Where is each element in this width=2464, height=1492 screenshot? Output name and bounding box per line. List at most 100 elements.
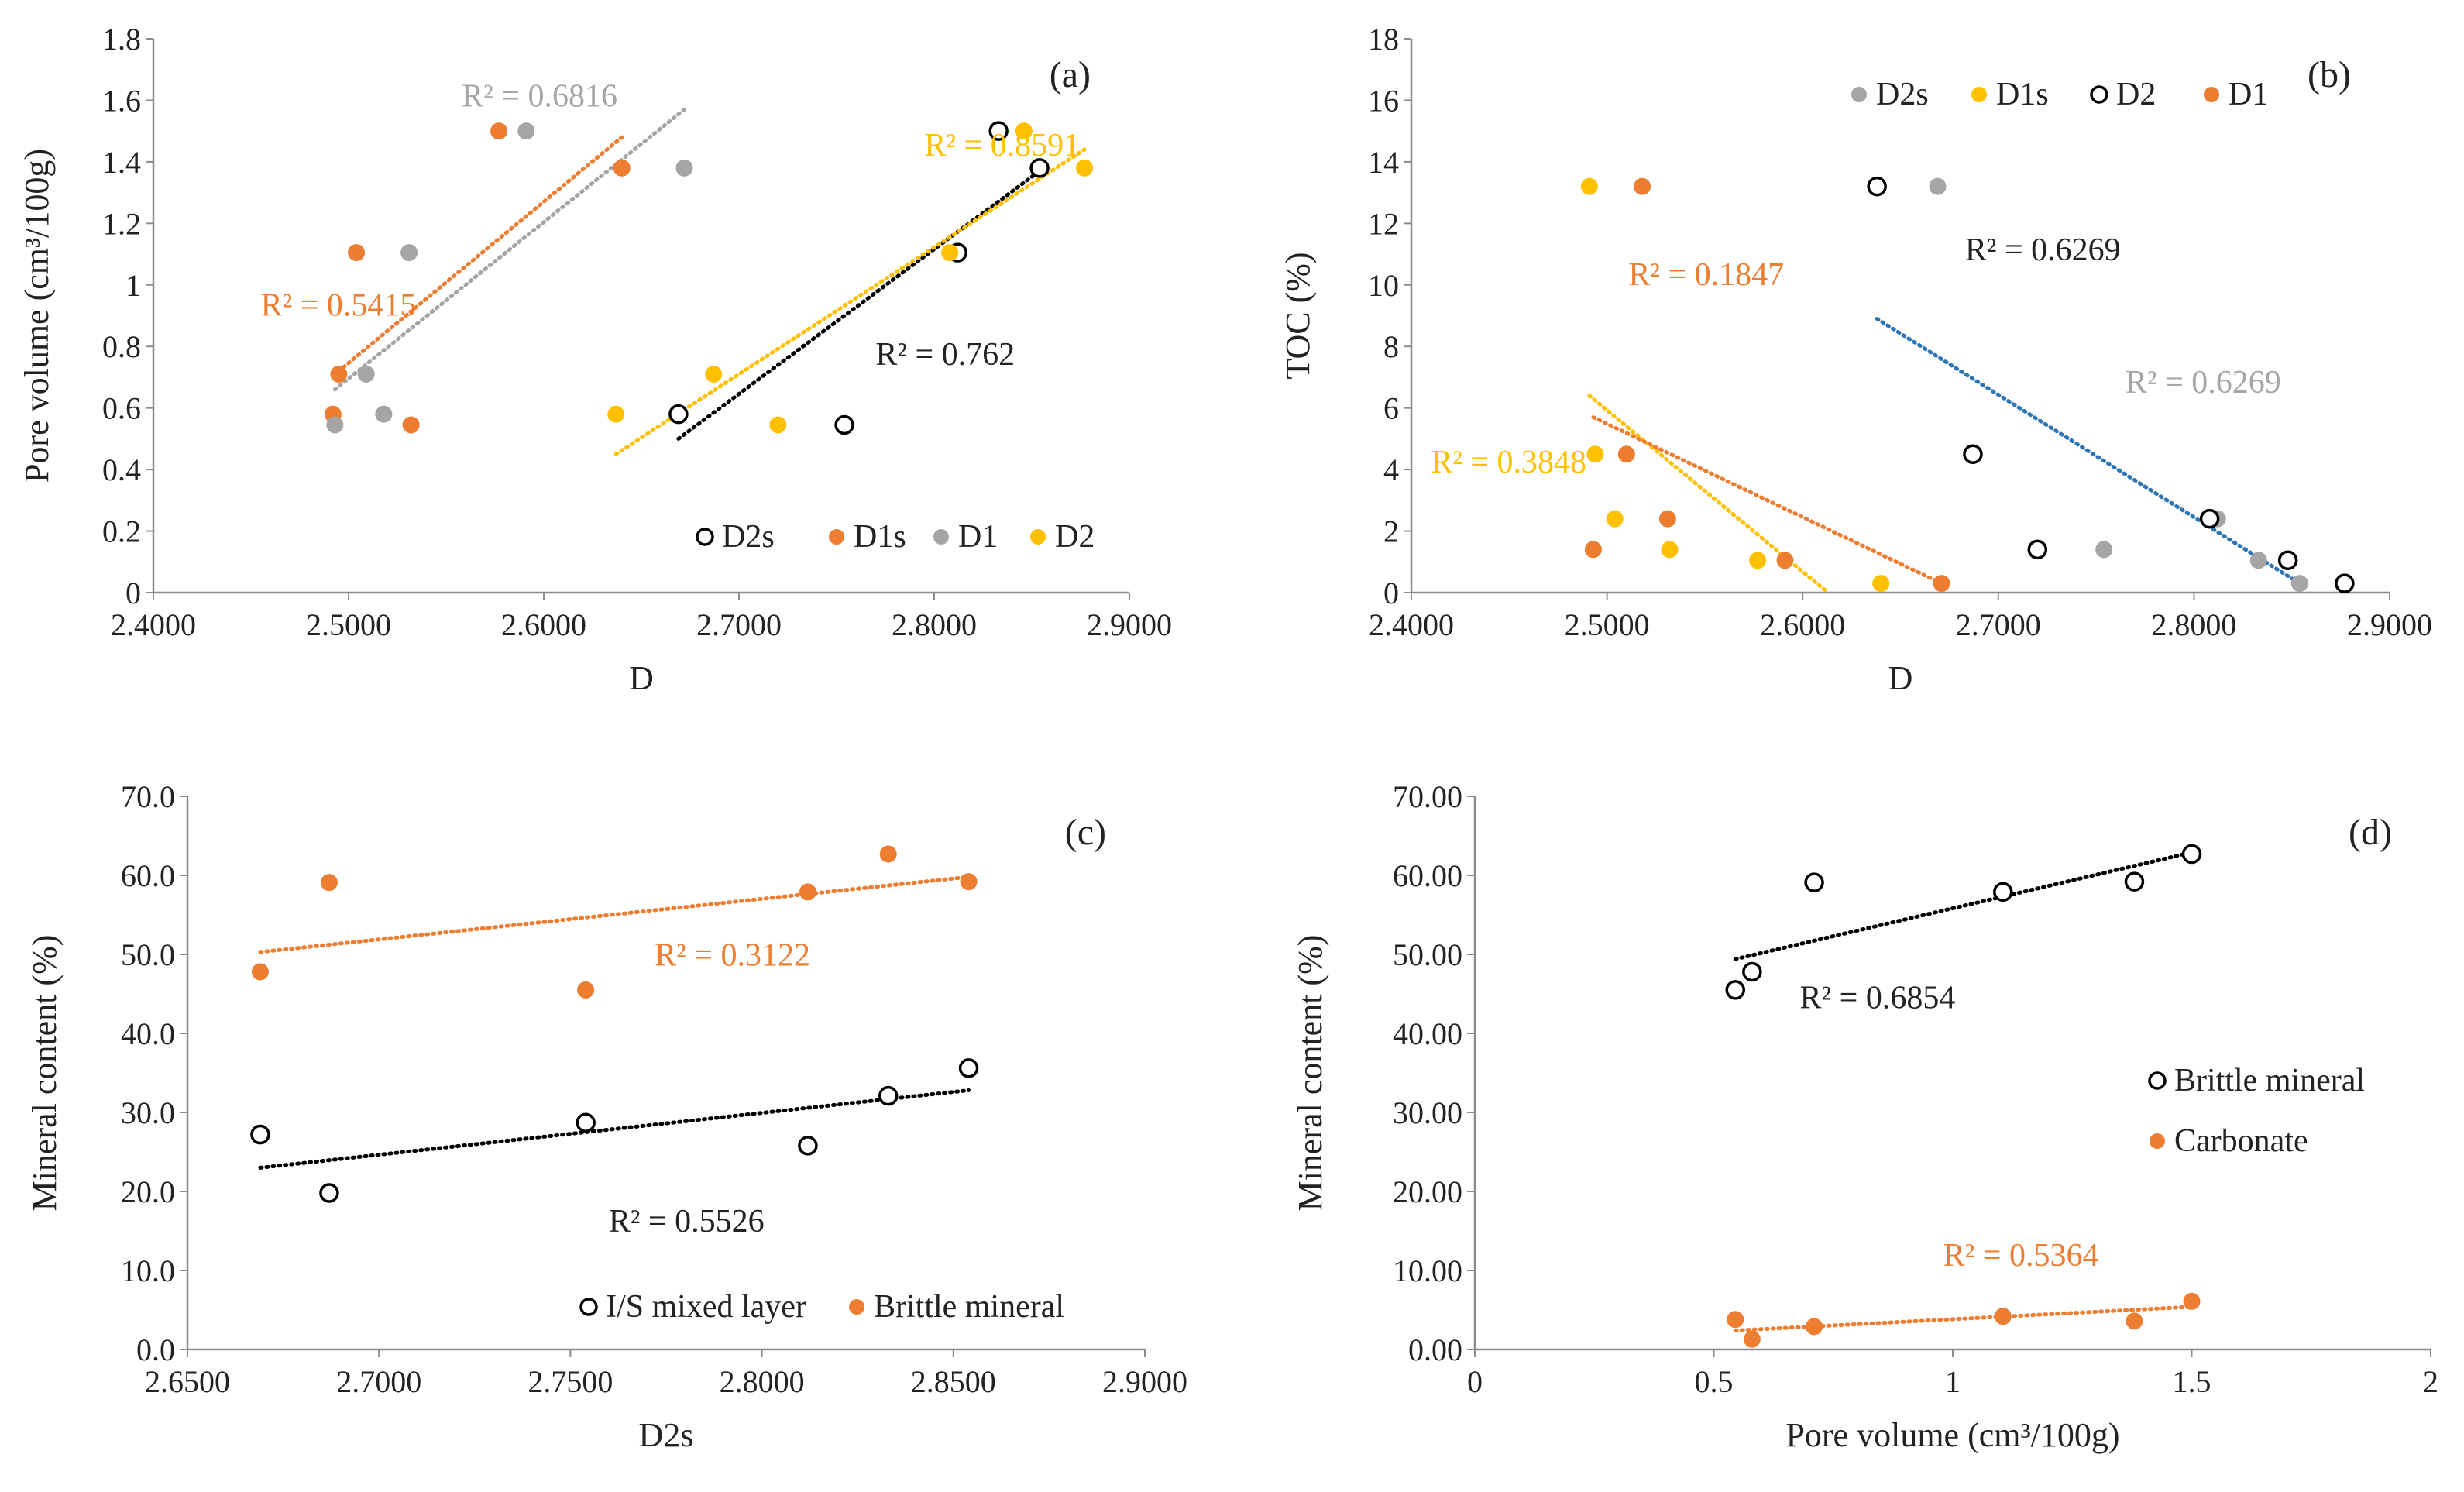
data-point-i-s-mixed-layer [319,1183,339,1203]
data-point-d2s [834,414,854,435]
data-point-brittle-mineral [251,963,269,981]
y-tick-label: 1 [125,268,141,303]
data-point-d1 [400,244,418,262]
data-point-brittle-mineral [1993,882,2013,902]
trendline-d1s [1587,394,1830,595]
legend-label: Carbonate [2174,1123,2308,1159]
data-point-d1s [1606,510,1624,528]
y-tick-label: 16 [1368,83,1399,118]
data-point-d1s [490,122,508,140]
data-point-d1 [1584,541,1602,559]
data-point-d1 [357,365,375,383]
x-tick-label: 2.7000 [696,607,782,642]
trendline-d2 [1875,316,2302,586]
chart-panel-a: 0 0.2 0.4 0.6 0.8 1 1.2 1.4 1.6 1.8 2.4000 2.5000 2.… [18,22,1172,697]
y-tick-label: 12 [1368,206,1399,241]
legend-label: D2 [2116,77,2156,112]
x-tick-label: 2.6500 [145,1364,230,1399]
data-point-d2 [941,244,959,262]
r-squared-label: R² = 0.5526 [609,1204,765,1239]
x-tick-label: 2.8000 [892,607,977,642]
data-point-i-s-mixed-layer [878,1085,899,1106]
r-squared-label: R² = 0.1847 [1628,257,1784,293]
x-axis-title: D [1888,659,1913,697]
data-point-d2s [2249,552,2267,569]
x-tick-label: 2.4000 [1369,607,1454,642]
legend-label: D2s [722,519,775,555]
x-tick-label: 1.5 [2173,1364,2211,1399]
legend-marker [1971,87,1987,102]
y-tick-label: 0.8 [102,329,141,364]
data-point-d1s [1661,541,1679,559]
data-point-d2 [1867,176,1887,197]
r-squared-label: R² = 0.3848 [1431,445,1586,480]
r-squared-label: R² = 0.6854 [1800,980,1956,1016]
legend-label: D2 [1055,519,1095,555]
data-point-d1s [1586,445,1604,463]
y-tick-label: 20.00 [1393,1174,1462,1209]
data-point-d2s [1929,177,1947,195]
data-point-brittle-mineral [1742,961,1762,982]
x-tick-label: 0 [1467,1364,1483,1399]
y-tick-label: 50.00 [1393,937,1462,972]
y-tick-label: 1.2 [102,206,141,241]
y-tick-label: 70.00 [1393,779,1462,814]
x-axis-title: D [629,659,654,697]
x-axis-title: D2s [639,1416,694,1454]
legend-label: D2s [1876,77,1929,112]
y-tick-label: 10.0 [121,1253,175,1288]
legend-label: D1s [1996,77,2049,112]
r-squared-label: R² = 0.6816 [462,78,617,114]
data-point-d2s [988,121,1009,141]
x-tick-label: 2.6000 [1760,607,1845,642]
data-point-d2 [2027,539,2048,560]
trendline-carbonate [1733,1305,2194,1333]
y-tick-label: 60.0 [121,858,175,893]
y-tick-label: 0 [125,576,141,610]
data-point-d1s [1749,552,1767,569]
data-point-d2 [1015,122,1033,140]
y-tick-label: 8 [1383,329,1399,364]
y-axis-title: Pore volume (cm³/100g) [18,149,56,483]
data-point-d2s [2290,575,2308,593]
y-tick-label: 2 [1383,514,1399,549]
r-squared-label: R² = 0.6269 [1965,232,2121,268]
r-squared-label: R² = 0.6269 [2126,365,2281,401]
data-point-d1s [348,244,366,262]
x-tick-label: 2.8000 [2151,607,2236,642]
y-axis-title: Mineral content (%) [1291,935,1329,1212]
chart-panel-b: 0 2 4 6 8 10 12 14 16 18 2.4000 2.5000 2.6000 2.7000 2… [1279,22,2432,697]
trendline-d2s [676,169,1042,441]
data-point-brittle-mineral [960,873,978,891]
data-point-brittle-mineral [1804,872,1824,892]
data-point-d1 [1776,552,1794,569]
legend: I/S mixed layer Brittle mineral [579,1289,1064,1325]
y-tick-label: 30.00 [1393,1095,1462,1130]
x-tick-label: 2.6000 [501,607,586,642]
trendline-i-s-mixed-layer [258,1088,971,1170]
data-point-carbonate [2183,1292,2201,1310]
data-point-d1s [613,159,631,177]
r-squared-label: R² = 0.762 [875,337,1015,373]
data-point-d1s [1872,575,1890,593]
data-point-carbonate [1727,1311,1744,1329]
y-tick-label: 0 [1383,576,1399,610]
data-point-brittle-mineral [799,883,816,901]
legend-marker [829,529,844,545]
legend-label: Brittle mineral [874,1289,1064,1325]
data-point-d2 [2199,508,2220,529]
data-point-d1 [326,416,344,434]
r-squared-label: R² = 0.5364 [1943,1238,2099,1274]
y-tick-label: 20.0 [121,1174,175,1209]
y-tick-label: 6 [1383,391,1399,426]
data-point-d2 [2335,573,2355,593]
y-tick-label: 50.0 [121,937,175,972]
data-point-d1s [330,365,348,383]
data-point-d2 [607,405,625,423]
data-point-d2s [2095,541,2113,559]
data-point-carbonate [1743,1330,1761,1348]
data-point-d2 [1076,159,1094,177]
data-point-brittle-mineral [2124,871,2145,892]
x-axis-title: Pore volume (cm³/100g) [1785,1416,2119,1454]
y-tick-label: 70.0 [121,779,175,814]
